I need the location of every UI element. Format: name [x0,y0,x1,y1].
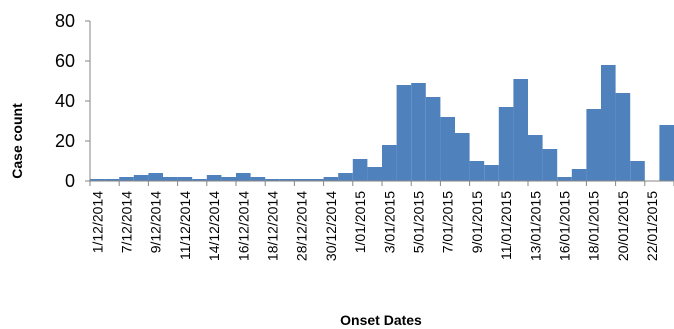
bar [236,173,251,181]
bar [542,149,558,181]
x-axis-title: Onset Dates [340,312,422,328]
bar [484,165,499,181]
y-tick-label: 40 [55,91,75,111]
bar [323,177,339,181]
x-tick-label: 5/01/2015 [411,191,427,253]
bar [352,159,368,181]
y-tick-label: 20 [55,131,75,151]
x-tick-label: 16/12/2014 [235,191,251,261]
x-tick-label: 18/01/2015 [586,191,602,261]
y-tick-label: 0 [65,171,75,191]
bar [513,79,528,181]
bar [498,107,514,181]
x-axis: 1/12/2014 7/12/2014 9/12/2014 11/12/2014 14/… [89,180,674,261]
bar [133,175,149,181]
x-tick-label: 11/12/2014 [177,191,193,260]
bar [338,173,353,181]
bar [119,177,134,181]
y-axis: 0 20 40 60 80 [55,11,91,191]
x-tick-label: 11/01/2015 [498,191,514,260]
bar [309,179,324,181]
bar [571,169,587,181]
bar [279,179,295,181]
y-tick-label: 60 [55,51,75,71]
x-tick-label: 1/12/2014 [89,191,105,253]
x-tick-label: 14/12/2014 [206,191,222,261]
bar [148,173,163,181]
bar [367,167,382,181]
bar [601,65,616,181]
x-tick-label: 16/01/2015 [557,191,573,261]
x-tick-label: 30/12/2014 [323,191,339,261]
y-tick-label: 80 [55,11,75,31]
bar [630,161,645,181]
bar [104,179,120,181]
bar [425,97,441,181]
bar [557,177,572,181]
bar [455,133,470,181]
x-tick-label: 28/12/2014 [294,191,310,261]
bars [90,65,674,181]
x-tick-label: 18/12/2014 [265,191,281,261]
x-tick-label: 3/01/2015 [381,191,397,253]
x-tick-label: 20/01/2015 [615,191,631,261]
bar [265,179,280,181]
bar [177,177,193,181]
x-tick-label: 22/01/2015 [644,191,660,261]
bar [440,117,455,181]
bar [163,177,178,181]
x-tick-label: 1/01/2015 [352,191,368,253]
bar [294,179,309,181]
x-tick-label: 7/12/2014 [119,191,135,253]
bar [528,135,543,181]
bar [192,179,207,181]
bar [221,177,236,181]
bar [382,145,397,181]
bar [206,175,222,181]
bar [615,93,631,181]
bar [90,179,105,181]
x-tick-label: 9/01/2015 [469,191,485,253]
bar [659,125,674,181]
y-axis-title: Case count [9,103,25,179]
bar [411,83,426,181]
bar [396,85,412,181]
bar [250,177,266,181]
x-tick-label: 9/12/2014 [148,191,164,253]
x-tick-label: 7/01/2015 [440,191,456,253]
x-tick-label: 13/01/2015 [527,191,543,261]
bar [469,161,485,181]
bar [586,109,601,181]
